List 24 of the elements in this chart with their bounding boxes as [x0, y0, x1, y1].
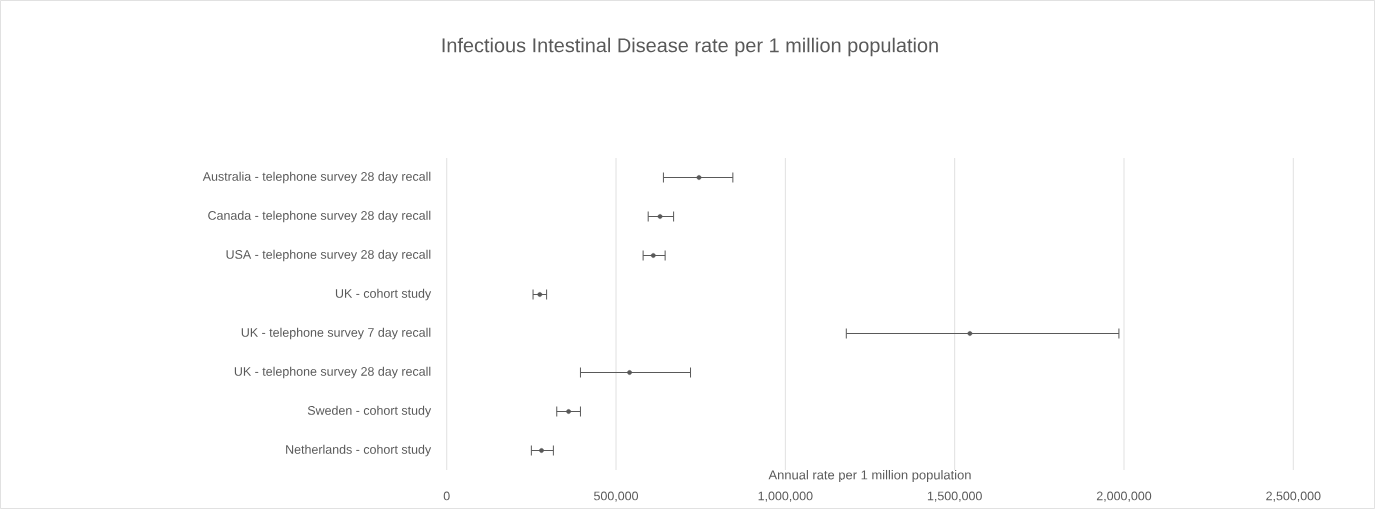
y-tick-label: Australia - telephone survey 28 day recall: [202, 171, 431, 184]
x-tick-label: 0: [443, 491, 450, 501]
y-tick-label: Canada - telephone survey 28 day recall: [208, 210, 431, 223]
point: [566, 409, 571, 414]
x-tick-label: 1,000,000: [758, 491, 813, 502]
chart-title: Infectious Intestinal Disease rate per 1 million population: [442, 37, 938, 57]
point: [696, 175, 702, 180]
x-tick-label: 2,500,000: [1266, 491, 1321, 502]
point: [537, 292, 543, 297]
point: [650, 253, 656, 258]
y-tick-label: UK - telephone survey 7 day recall: [241, 327, 431, 340]
x-tick-label: 1,500,000: [927, 491, 982, 502]
y-tick-label: USA - telephone survey 28 day recall: [226, 249, 431, 262]
point: [967, 331, 973, 336]
y-tick-label: Netherlands - cohort study: [286, 444, 432, 457]
y-tick-label: UK - cohort study: [335, 288, 432, 301]
point: [627, 370, 632, 375]
y-tick-label: UK - telephone survey 28 day recall: [234, 366, 431, 379]
point: [657, 214, 663, 219]
point: [539, 448, 544, 453]
x-tick-label: 500,000: [594, 491, 639, 502]
x-tick-label: 2,000,000: [1096, 491, 1152, 502]
y-tick-label: Sweden - cohort study: [307, 405, 432, 418]
x-axis-title: Annual rate per 1 million population: [768, 469, 971, 483]
